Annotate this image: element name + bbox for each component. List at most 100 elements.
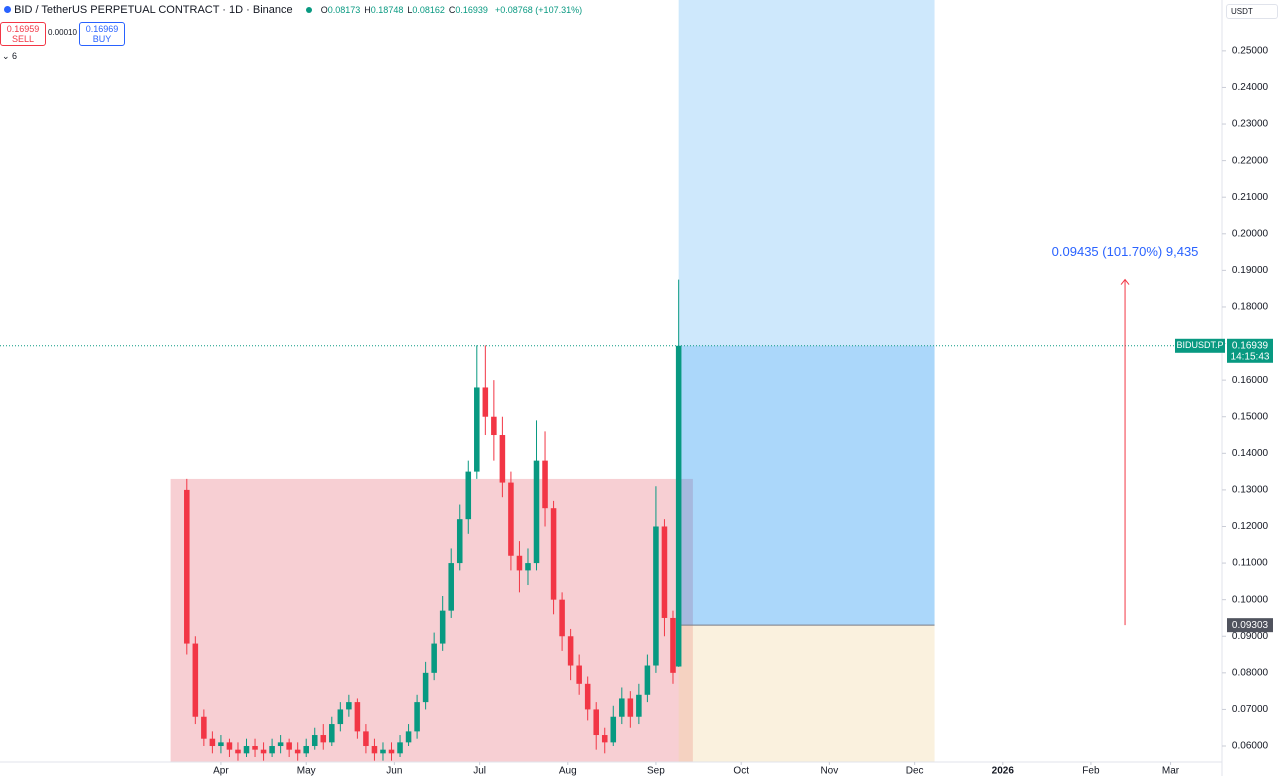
price-tag-countdown: 14:15:43 [1231,351,1270,362]
candle-body [226,742,233,750]
y-tick-label: 0.06000 [1232,741,1269,752]
x-tick-label: Nov [820,766,838,776]
candle-body [610,716,617,743]
y-tick-label: 0.12000 [1232,521,1269,532]
candle-body [593,709,599,736]
candle-body [482,387,489,417]
x-tick-label: Aug [559,766,577,776]
candle-body [286,742,292,750]
candle-body [243,746,250,754]
x-tick-label: 2026 [992,766,1015,776]
candle-body [439,610,446,644]
ohlc-value: 0.08162 [412,5,445,15]
candle-body [627,698,634,717]
y-tick-label: 0.19000 [1232,265,1269,276]
price-tag-value: 0.16939 [1232,340,1269,351]
candle-body [670,617,676,673]
candle-body [303,746,309,754]
x-tick-label: Oct [733,766,749,776]
ohlc-label: C [448,5,456,15]
candle-body [584,683,591,710]
y-tick-label: 0.23000 [1232,119,1269,130]
symbol-icon [4,6,11,13]
symbol[interactable]: BID / TetherUS PERPETUAL CONTRACT · 1D ·… [14,4,293,16]
candle-body [508,482,514,556]
y-tick-label: 0.20000 [1232,228,1269,239]
candle-body [209,738,216,747]
candle-body [388,749,395,754]
y-tick-label: 0.21000 [1232,192,1269,203]
candle-body [405,731,412,743]
ohlc-value: 0.08173 [327,5,361,15]
stop-tag-bg [1227,618,1273,633]
y-tick-label: 0.15000 [1232,411,1269,422]
candle-body [218,742,224,747]
spread: 0.00010 [48,28,77,37]
candle-body [559,599,565,637]
candle-body [576,665,582,684]
target-zone [678,0,935,346]
sell-price: 0.16959 [6,24,40,34]
measure-label: 0.09435 (101.70%) 9,435 [1052,244,1199,259]
y-tick-label: 0.25000 [1232,45,1269,56]
candle-body [474,387,480,472]
ohlc-label: H [364,5,371,15]
y-tick-label: 0.07000 [1232,704,1269,715]
status-dot [305,7,312,13]
sell-label: SELL [11,34,35,44]
candle-body [675,345,682,667]
x-tick-label: Dec [906,766,924,776]
range-box [170,478,693,762]
y-tick-label: 0.24000 [1232,82,1269,93]
plot-area: 0.09435 (101.70%) 9,435 [0,0,1222,762]
price-tag-symbol: BIDUSDT.P [1176,340,1223,350]
candle-body [329,724,335,743]
axes: 0.06000 0.07000 0.08000 0.09000 0.10000 0.110… [213,45,1273,776]
candle-body [192,643,199,717]
candle-body [550,508,557,600]
x-tick-label: Jul [473,766,486,776]
candle-body [201,716,207,739]
x-tick-label: Mar [1162,766,1180,776]
change: +0.08768 (+107.31%) [495,5,583,15]
candle-body [619,698,625,717]
price-tag-value-bg [1227,338,1273,363]
candle-body [636,694,642,717]
y-tick-label: 0.14000 [1232,448,1269,459]
candle-body [601,735,608,743]
y-tick-label: 0.18000 [1232,302,1269,313]
sell-button[interactable]: 0.16959 SELL [0,22,46,46]
ohlc-label: O [320,5,328,15]
candle-body [465,471,472,520]
entry-zone [678,345,935,626]
currency-select[interactable]: USDT [1226,4,1278,19]
candle-body [448,563,454,611]
candle-body [277,742,284,747]
candle-body [499,435,506,483]
candle-body [456,519,463,564]
x-tick-label: May [297,766,316,776]
candle-body [363,731,369,747]
stop-tag-label: 0.09303 [1232,620,1269,631]
y-tick-label: 0.10000 [1232,594,1269,605]
buy-label: BUY [92,34,112,44]
candle-body [542,460,548,509]
candle-body [346,702,352,710]
candle-body [414,702,420,732]
candle-body [320,735,327,743]
candle-body [371,746,378,754]
x-tick-label: Sep [647,766,665,776]
indicators-toggle[interactable]: ⌄ 6 [2,51,18,61]
buy-price: 0.16969 [85,24,119,34]
candle-body [567,636,574,666]
candle-body [431,643,437,673]
candle-body [294,749,301,754]
x-tick-label: Apr [213,766,229,776]
candle-body [653,526,659,666]
candle-body [516,555,523,571]
y-tick-label: 0.09000 [1232,631,1269,642]
buy-button[interactable]: 0.16969 BUY [79,22,125,46]
header: BID / TetherUS PERPETUAL CONTRACT · 1D ·… [4,4,582,16]
